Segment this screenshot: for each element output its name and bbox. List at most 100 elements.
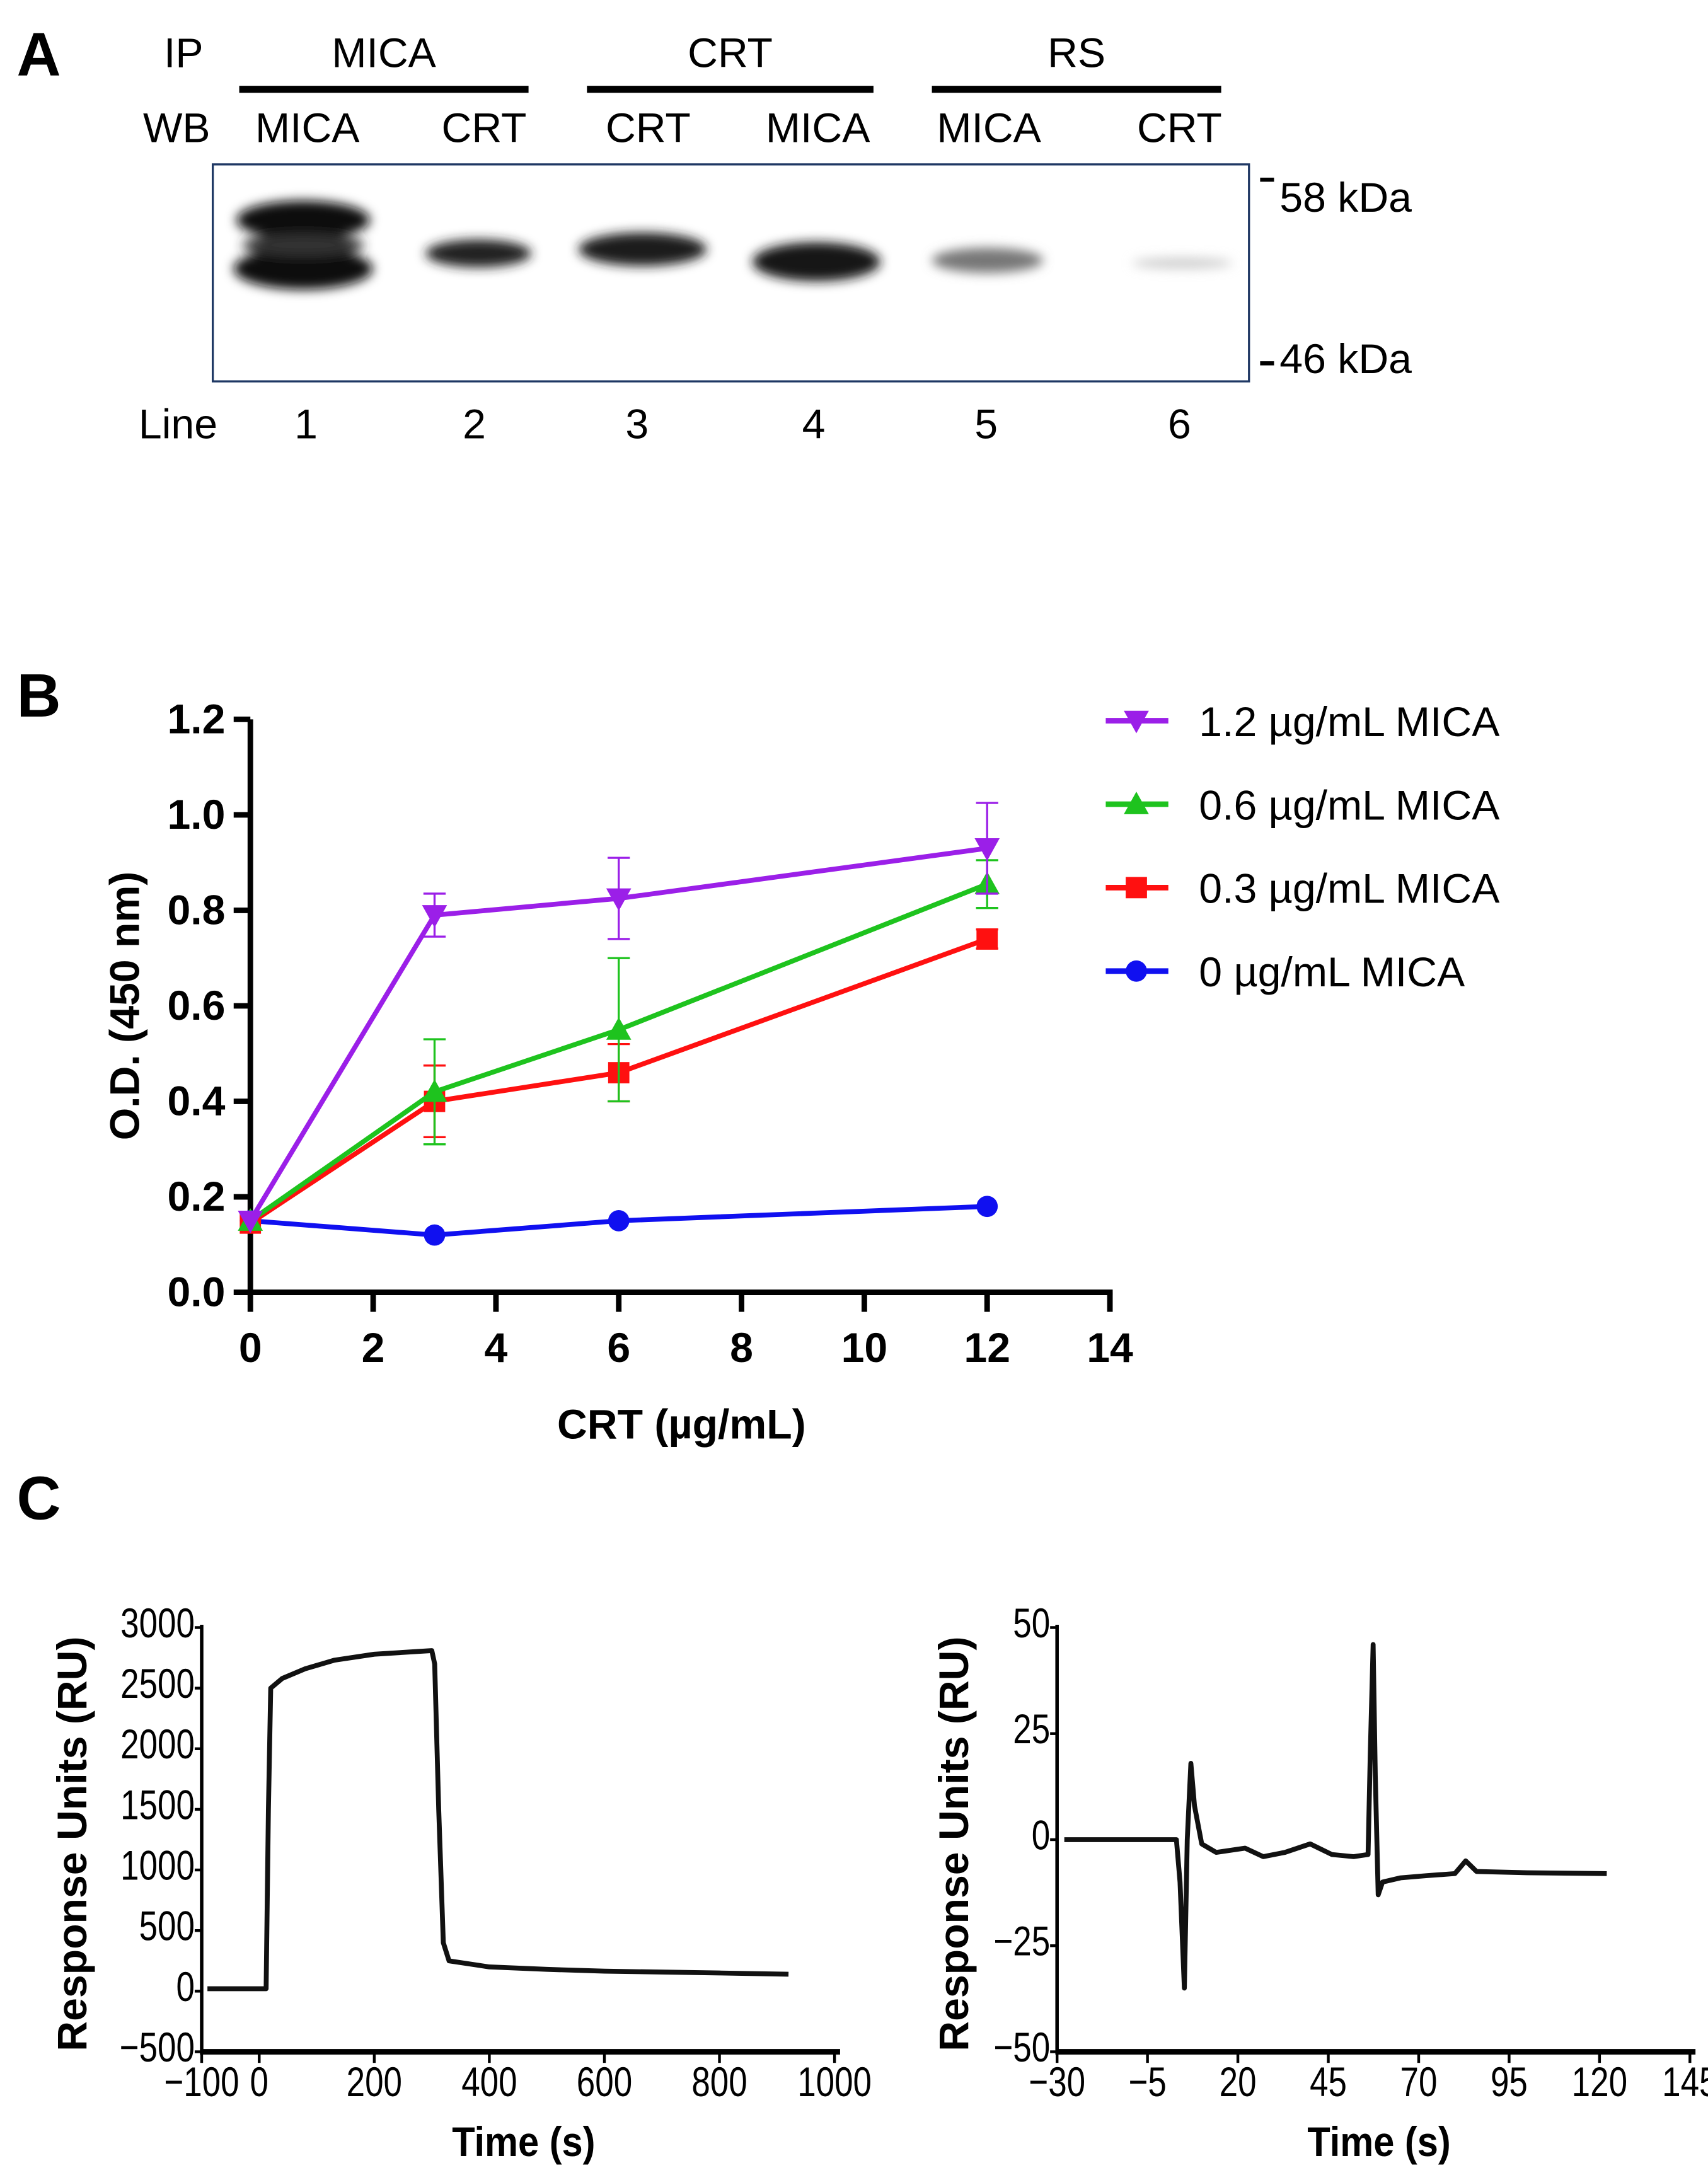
y-tick-label: 3000 <box>120 1600 195 1646</box>
data-point <box>608 1210 630 1231</box>
series-line <box>248 846 988 1222</box>
marker-46-kda: 46 kDa <box>1279 336 1412 383</box>
y-tick-label: 1.0 <box>167 792 225 838</box>
lane-number: 4 <box>802 401 826 448</box>
x-tick-label: 1000 <box>797 2059 872 2106</box>
legend-label: 0 µg/mL MICA <box>1199 949 1465 996</box>
data-point <box>976 1196 998 1218</box>
y-tick-label: 500 <box>139 1903 195 1949</box>
data-point <box>1126 960 1147 982</box>
x-tick-label: −30 <box>1029 2059 1085 2106</box>
x-tick-label: 8 <box>730 1325 753 1371</box>
x-tick-label: 0 <box>239 1325 262 1371</box>
lane-numbers: 1 2 3 4 5 6 <box>294 401 1191 448</box>
blot-band <box>1132 257 1233 269</box>
legend-label: 0.3 µg/mL MICA <box>1199 866 1500 913</box>
ip-group-label: MICA <box>332 30 436 76</box>
legend-item: 1.2 µg/mL MICA <box>1105 699 1500 746</box>
series <box>238 802 1000 1233</box>
wb-lane-label: MICA <box>255 105 360 152</box>
x-tick-label: 400 <box>461 2059 517 2106</box>
sensorgram-line <box>207 1648 789 1992</box>
panel-label-b: B <box>16 661 61 730</box>
wb-row-label: WB <box>143 105 211 152</box>
blot-band <box>932 248 1044 273</box>
x-tick-label: −100 <box>164 2059 239 2106</box>
legend-item: 0.6 µg/mL MICA <box>1105 782 1500 829</box>
wb-lane-label: CRT <box>442 105 527 152</box>
ip-group-label: CRT <box>688 30 773 76</box>
x-axis-label: Time (s) <box>1307 2119 1450 2166</box>
x-tick-label: 600 <box>577 2059 632 2106</box>
series-line <box>249 937 988 1225</box>
data-point <box>1126 877 1147 899</box>
y-tick-label: 50 <box>1013 1600 1050 1646</box>
blot-band <box>425 239 532 268</box>
y-tick-label: 1000 <box>120 1842 195 1889</box>
x-axis-label: Time (s) <box>452 2119 595 2166</box>
x-tick-label: 145 <box>1662 2059 1708 2106</box>
x-axis-label: CRT (µg/mL) <box>557 1401 806 1448</box>
ip-groups: MICA CRT RS <box>239 30 1221 93</box>
legend-label: 0.6 µg/mL MICA <box>1199 782 1500 829</box>
y-tick-label: 1500 <box>120 1782 195 1828</box>
y-tick-label: 1.2 <box>167 696 225 742</box>
series-line <box>250 1204 988 1238</box>
spr-chart-right: −50 −25 0 25 50 −30 −5 20 45 70 95 120 145 Time (s) Re… <box>931 1600 1708 2166</box>
blot-band <box>579 232 707 266</box>
wb-lane-label: CRT <box>1137 105 1222 152</box>
x-tick-label: 45 <box>1310 2059 1347 2106</box>
data-point <box>606 1017 632 1040</box>
x-tick-label: −5 <box>1128 2059 1166 2106</box>
x-tick-label: 95 <box>1491 2059 1528 2106</box>
x-tick-label: 10 <box>841 1325 888 1371</box>
y-tick-label: 0 <box>1032 1812 1050 1859</box>
data-point <box>606 888 632 911</box>
x-tick-label: 70 <box>1400 2059 1438 2106</box>
blot-frame <box>211 163 1250 383</box>
data-point <box>424 1224 446 1246</box>
blot-band <box>241 234 365 257</box>
data-point <box>1124 792 1149 814</box>
legend-item: 0.3 µg/mL MICA <box>1105 866 1500 913</box>
blot-band <box>752 242 880 282</box>
y-tick-label: −25 <box>993 1918 1050 1964</box>
blot-band <box>233 248 373 290</box>
lane-number: 5 <box>974 401 998 448</box>
lane-number: 1 <box>294 401 318 448</box>
data-point <box>974 838 1000 861</box>
x-tick-label: 12 <box>964 1325 1010 1371</box>
wb-lane-label: CRT <box>606 105 691 152</box>
wb-lane-label: MICA <box>937 105 1041 152</box>
x-tick-label: 0 <box>250 2059 268 2106</box>
x-tick-label: 800 <box>691 2059 747 2106</box>
wb-labels: MICA CRT CRT MICA MICA CRT <box>255 105 1222 152</box>
x-tick-label: 120 <box>1572 2059 1627 2106</box>
y-tick-label: 2000 <box>120 1721 195 1768</box>
data-point <box>976 928 998 950</box>
y-tick-label: −50 <box>993 2024 1050 2070</box>
x-tick-label: 20 <box>1220 2059 1257 2106</box>
series <box>239 1196 998 1246</box>
sensorgram-line <box>1064 1642 1607 1991</box>
y-axis-label: O.D. (450 nm) <box>102 872 149 1141</box>
y-axis-label: Response Units (RU) <box>931 1636 978 2051</box>
lane-number: 2 <box>463 401 486 448</box>
y-tick-label: 0 <box>176 1963 195 2010</box>
blot-band <box>236 200 371 240</box>
panel-label-c: C <box>16 1463 61 1532</box>
ip-group-label: RS <box>1047 30 1105 76</box>
line-label: Line <box>139 401 217 448</box>
series-line <box>249 882 988 1223</box>
lane-number: 6 <box>1168 401 1191 448</box>
x-tick-label: 2 <box>362 1325 385 1371</box>
y-tick-label: −500 <box>120 2024 195 2070</box>
panel-label-a: A <box>16 20 61 89</box>
x-tick-label: 6 <box>607 1325 630 1371</box>
marker-58-kda: 58 kDa <box>1279 175 1412 221</box>
lane-number: 3 <box>625 401 649 448</box>
y-tick-label: 2500 <box>120 1660 195 1707</box>
y-tick-label: 0.0 <box>167 1269 225 1316</box>
y-tick-label: 0.8 <box>167 887 225 934</box>
